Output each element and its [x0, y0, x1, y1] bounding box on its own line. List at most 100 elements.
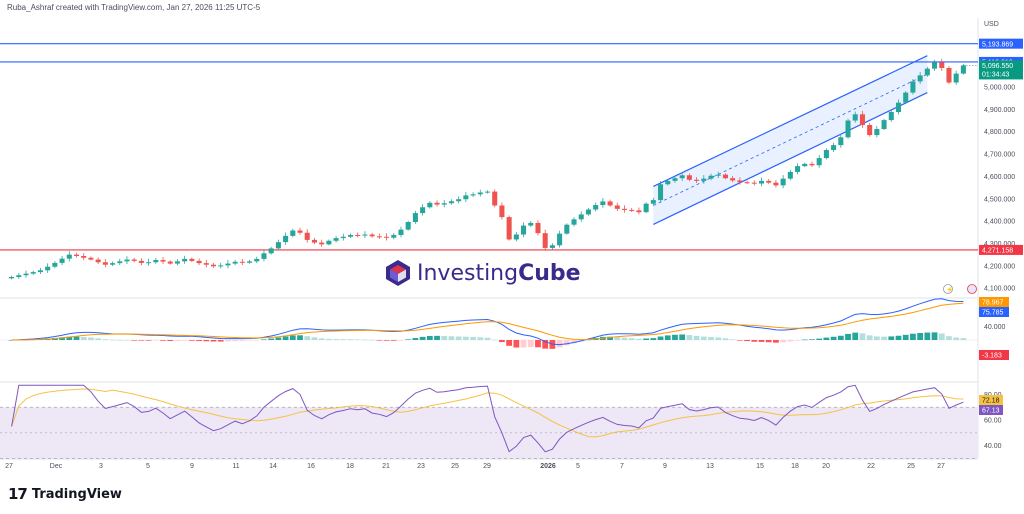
candle-body — [895, 102, 902, 113]
candle-body — [881, 120, 887, 130]
time-tick-label: 27 — [937, 463, 945, 470]
candle-body — [701, 178, 707, 181]
candle-body — [910, 81, 916, 93]
candle-body — [730, 178, 736, 181]
price-tick-label: 4,600.000 — [984, 174, 1015, 181]
time-tick-label: 18 — [791, 463, 799, 470]
macd-histogram-bar — [282, 336, 289, 340]
time-tick-label: 21 — [382, 463, 390, 470]
macd-histogram-bar — [261, 339, 267, 341]
macd-value-tag — [979, 297, 1009, 307]
candle-body — [456, 199, 462, 202]
macd-histogram-bar — [679, 334, 686, 340]
level-tag-support — [979, 244, 1023, 255]
macd-histogram-bar — [412, 338, 419, 340]
macd-histogram-bar — [448, 336, 455, 340]
channel-upper-line[interactable] — [653, 55, 928, 188]
candle-body — [939, 62, 945, 68]
candle-body — [110, 263, 116, 265]
candle-body — [297, 230, 303, 233]
candle-body — [398, 229, 404, 235]
candle-body — [477, 192, 483, 195]
macd-histogram-bar — [837, 335, 844, 340]
macd-histogram-bar — [138, 340, 145, 341]
time-tick-label: Dec — [50, 463, 63, 470]
macd-histogram-bar — [88, 337, 94, 340]
macd-value-tag — [979, 350, 1009, 360]
macd-histogram-bar — [607, 336, 613, 340]
macd-histogram-bar — [801, 339, 808, 341]
macd-histogram-bar — [729, 339, 736, 340]
macd-histogram-bar — [881, 336, 887, 340]
macd-histogram-bar — [571, 340, 577, 344]
us-flag-icon[interactable] — [967, 284, 977, 294]
candle-body — [369, 234, 375, 237]
candle-body — [66, 254, 72, 259]
macd-histogram-bar — [888, 336, 895, 340]
macd-histogram-bar — [960, 338, 967, 340]
macd-histogram-bar — [873, 336, 880, 340]
macd-histogram-bar — [520, 340, 527, 348]
macd-histogram-bar — [809, 339, 815, 340]
price-tick-label: 4,800.000 — [984, 129, 1015, 136]
rsi-value-label: 67.13 — [982, 408, 1000, 415]
macd-histogram-bar — [917, 333, 924, 340]
candle-body — [218, 265, 224, 267]
price-tick-label: 4,200.000 — [984, 263, 1015, 270]
candle-body — [405, 222, 411, 230]
macd-histogram-bar — [556, 340, 563, 348]
candle-body — [196, 260, 202, 264]
macd-histogram-bar — [628, 338, 635, 340]
candle-body — [521, 225, 527, 235]
candle-body — [744, 182, 750, 184]
macd-histogram-bar — [780, 340, 787, 343]
candle-body — [160, 260, 166, 262]
macd-value-label: -3.183 — [982, 353, 1002, 360]
watermark-text-light: Investing — [417, 260, 519, 286]
flash-icon[interactable] — [943, 284, 953, 294]
candle-body — [816, 158, 822, 166]
macd-histogram-bar — [859, 333, 866, 340]
rsi-ma-line — [11, 388, 964, 438]
macd-value-tag — [979, 307, 1009, 317]
investingcube-watermark: InvestingCube — [385, 258, 581, 288]
candle-body — [780, 178, 786, 186]
candle-body — [528, 222, 534, 226]
last-price-label: 5,096.550 — [982, 63, 1013, 70]
candle-body — [95, 259, 101, 263]
candle-body — [268, 248, 274, 254]
candle-body — [773, 182, 779, 186]
channel-lower-line[interactable] — [653, 92, 928, 226]
macd-histogram-bar — [614, 337, 621, 340]
candle-body — [852, 114, 858, 121]
macd-histogram-bar — [823, 337, 830, 340]
candle-body — [535, 222, 541, 234]
time-tick-label: 5 — [146, 463, 150, 470]
candle-body — [593, 205, 599, 210]
candle-body — [347, 234, 354, 237]
candle-body — [607, 201, 613, 206]
macd-histogram-bar — [217, 340, 224, 342]
macd-histogram-bar — [102, 339, 109, 340]
macd-histogram-bar — [715, 337, 722, 340]
macd-histogram-bar — [636, 338, 642, 340]
macd-histogram-bar — [362, 339, 368, 341]
candle-body — [448, 201, 454, 204]
candle-body — [766, 180, 772, 183]
candle-body — [859, 114, 865, 125]
candle-body — [686, 175, 692, 180]
macd-tick-label: 40.000 — [984, 324, 1006, 331]
time-tick-label: 5 — [576, 463, 580, 470]
candle-body — [802, 163, 808, 167]
macd-histogram-bar — [895, 335, 902, 340]
candle-body — [117, 261, 123, 264]
macd-histogram-bar — [196, 340, 202, 341]
candle-body — [953, 73, 959, 83]
time-tick-label: 9 — [663, 463, 667, 470]
currency-label: USD — [984, 21, 999, 28]
tradingview-logo[interactable]: 17 TradingView — [8, 485, 122, 503]
macd-histogram-bar — [419, 336, 426, 340]
flash-icon-glyph: ⚡ — [946, 286, 953, 294]
candle-body — [578, 214, 584, 220]
